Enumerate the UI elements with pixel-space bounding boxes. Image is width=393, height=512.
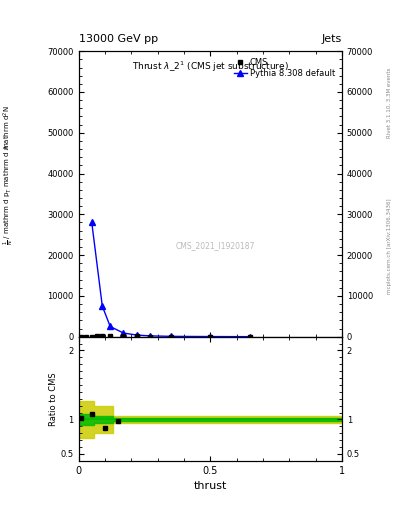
CMS <box>79 333 84 339</box>
Text: Jets: Jets <box>321 33 342 44</box>
Legend: CMS, Pythia 8.308 default: CMS, Pythia 8.308 default <box>231 55 338 81</box>
Pythia 8.308 default <box>100 303 105 309</box>
Pythia 8.308 default <box>121 330 126 336</box>
CMS <box>121 333 126 339</box>
Pythia 8.308 default <box>248 334 252 340</box>
Pythia 8.308 default <box>168 333 173 339</box>
X-axis label: thrust: thrust <box>194 481 227 491</box>
Line: Pythia 8.308 default: Pythia 8.308 default <box>89 219 253 340</box>
CMS <box>147 333 152 339</box>
Pythia 8.308 default <box>134 332 139 338</box>
Text: 13000 GeV pp: 13000 GeV pp <box>79 33 158 44</box>
CMS <box>100 333 105 339</box>
Text: $\frac{1}{\mathrm{N}}$ / mathrm d p$_T$ mathrm d $\lambda$: $\frac{1}{\mathrm{N}}$ / mathrm d p$_T$ … <box>2 144 16 245</box>
Text: CMS_2021_I1920187: CMS_2021_I1920187 <box>176 241 255 250</box>
CMS <box>95 333 99 339</box>
Text: Rivet 3.1.10, 3.3M events: Rivet 3.1.10, 3.3M events <box>387 67 392 138</box>
CMS <box>208 334 213 340</box>
Text: mcplots.cern.ch [arXiv:1306.3436]: mcplots.cern.ch [arXiv:1306.3436] <box>387 198 392 293</box>
CMS <box>134 333 139 339</box>
Pythia 8.308 default <box>147 333 152 339</box>
CMS <box>108 333 112 339</box>
Line: CMS: CMS <box>79 334 252 339</box>
Text: Thrust $\lambda\_2^1$ (CMS jet substructure): Thrust $\lambda\_2^1$ (CMS jet substruct… <box>132 60 289 74</box>
Y-axis label: Ratio to CMS: Ratio to CMS <box>49 372 58 425</box>
Pythia 8.308 default <box>208 333 213 339</box>
CMS <box>90 333 94 339</box>
Pythia 8.308 default <box>90 220 94 226</box>
Pythia 8.308 default <box>108 324 112 330</box>
Text: mathrm d$^2$N: mathrm d$^2$N <box>2 106 13 150</box>
CMS <box>168 333 173 339</box>
CMS <box>248 334 252 340</box>
CMS <box>84 333 89 339</box>
